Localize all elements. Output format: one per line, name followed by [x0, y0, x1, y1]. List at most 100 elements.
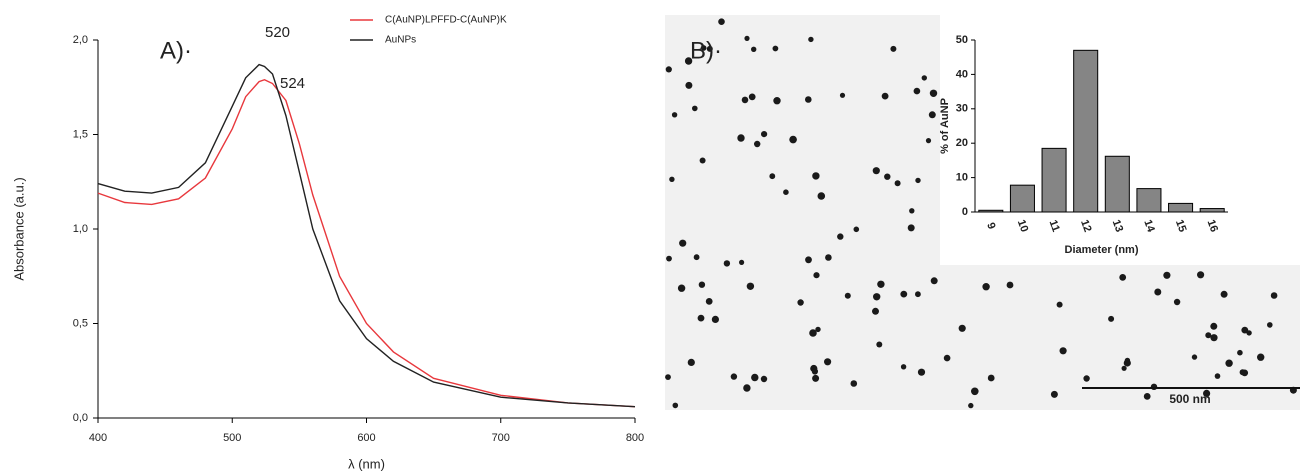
y-tick-label: 1,5 [73, 128, 88, 140]
bar [1104, 155, 1130, 213]
x-axis-label: λ (nm) [348, 456, 385, 471]
nanoparticle [987, 374, 995, 382]
x-tick-label: 500 [223, 432, 241, 444]
nanoparticle [687, 358, 695, 366]
nanoparticle [925, 138, 932, 144]
x-tick-label: 14 [1141, 218, 1157, 234]
nanoparticle [743, 384, 751, 392]
nanoparticle [917, 368, 926, 376]
nanoparticle [1056, 301, 1063, 308]
nanoparticle [723, 260, 731, 267]
x-tick-label: 11 [1047, 218, 1062, 233]
nanoparticle [730, 373, 738, 380]
nanoparticle [805, 256, 812, 264]
nanoparticle [873, 293, 881, 301]
nanoparticle [711, 315, 720, 323]
nanoparticle [789, 135, 797, 144]
bar [1073, 49, 1099, 213]
nanoparticle [1214, 373, 1221, 379]
nanoparticle [1154, 288, 1162, 296]
x-tick-label: 400 [89, 432, 107, 444]
nanoparticle [772, 45, 779, 52]
legend-label: C(AuNP)LPFFD-C(AuNP)K [385, 15, 507, 26]
y-tick-label: 2,0 [73, 34, 88, 46]
nanoparticle [982, 283, 990, 291]
nanoparticle [1150, 383, 1158, 390]
x-tick-label: 600 [357, 432, 375, 444]
nanoparticle [671, 112, 678, 118]
nanoparticle [684, 57, 693, 65]
bar [1168, 202, 1194, 213]
nanoparticle [1210, 334, 1218, 342]
nanoparticle [894, 180, 901, 187]
nanoparticle [872, 307, 879, 315]
nanoparticle [812, 374, 820, 382]
nanoparticle [1163, 271, 1171, 279]
nanoparticle [837, 233, 844, 240]
bar [1136, 188, 1162, 213]
nanoparticle [741, 96, 749, 104]
y-tick-label: 20 [956, 137, 968, 149]
nanoparticle [813, 272, 820, 279]
bar [1041, 147, 1067, 213]
nanoparticle [907, 224, 915, 232]
nanoparticle [773, 97, 781, 105]
nanoparticles [665, 18, 1297, 409]
nanoparticle [1267, 322, 1273, 328]
nanoparticle [1050, 390, 1058, 398]
nanoparticle [1241, 369, 1249, 377]
x-tick-label: 700 [492, 432, 510, 444]
nanoparticle [909, 208, 915, 214]
nanoparticle [761, 131, 768, 138]
nanoparticle [666, 255, 672, 262]
nanoparticle [915, 291, 921, 298]
nanoparticle [754, 140, 761, 148]
x-tick-label: 9 [984, 221, 997, 231]
nanoparticle [693, 254, 700, 261]
nanoparticle [748, 93, 756, 101]
nanoparticle [744, 35, 750, 42]
nanoparticle [1119, 274, 1127, 281]
nanoparticle [825, 254, 832, 261]
nanoparticle [1191, 354, 1198, 360]
nanoparticle [817, 192, 826, 200]
nanoparticle [769, 173, 776, 180]
nanoparticle [915, 177, 921, 184]
nanoparticle [815, 326, 821, 333]
nanoparticle [706, 45, 713, 52]
nanoparticle [1059, 347, 1067, 355]
nanoparticle [672, 402, 679, 409]
nanoparticle [679, 239, 687, 247]
nanoparticle [1210, 322, 1218, 330]
nanoparticle [943, 354, 951, 362]
nanoparticle [890, 45, 897, 52]
nanoparticle [928, 111, 936, 119]
nanoparticle [692, 105, 698, 112]
bar [1009, 184, 1035, 213]
nanoparticle [783, 189, 789, 195]
nanoparticle [810, 364, 818, 373]
scale-bar-label: 500 nm [1169, 392, 1210, 406]
inset-background [940, 15, 1300, 265]
nanoparticle [1203, 389, 1211, 397]
nanoparticle [1108, 315, 1115, 322]
x-axis-label: Diameter (nm) [1065, 244, 1139, 256]
nanoparticle [971, 387, 979, 396]
annotation: 524 [280, 75, 305, 92]
x-tick-label: 16 [1205, 218, 1220, 234]
x-tick-label: 10 [1015, 218, 1030, 234]
panel-label: A)· [160, 37, 192, 64]
nanoparticle [1143, 393, 1151, 400]
nanoparticle [697, 314, 705, 322]
nanoparticle [872, 167, 880, 175]
nanoparticle [1121, 365, 1127, 371]
nanoparticle [913, 87, 921, 95]
nanoparticle [669, 176, 675, 182]
nanoparticle [737, 134, 745, 142]
nanoparticle [876, 341, 883, 348]
nanoparticle [665, 66, 672, 73]
nanoparticle [881, 92, 889, 100]
legend-label: AuNPs [385, 35, 416, 46]
nanoparticle [1197, 271, 1205, 279]
